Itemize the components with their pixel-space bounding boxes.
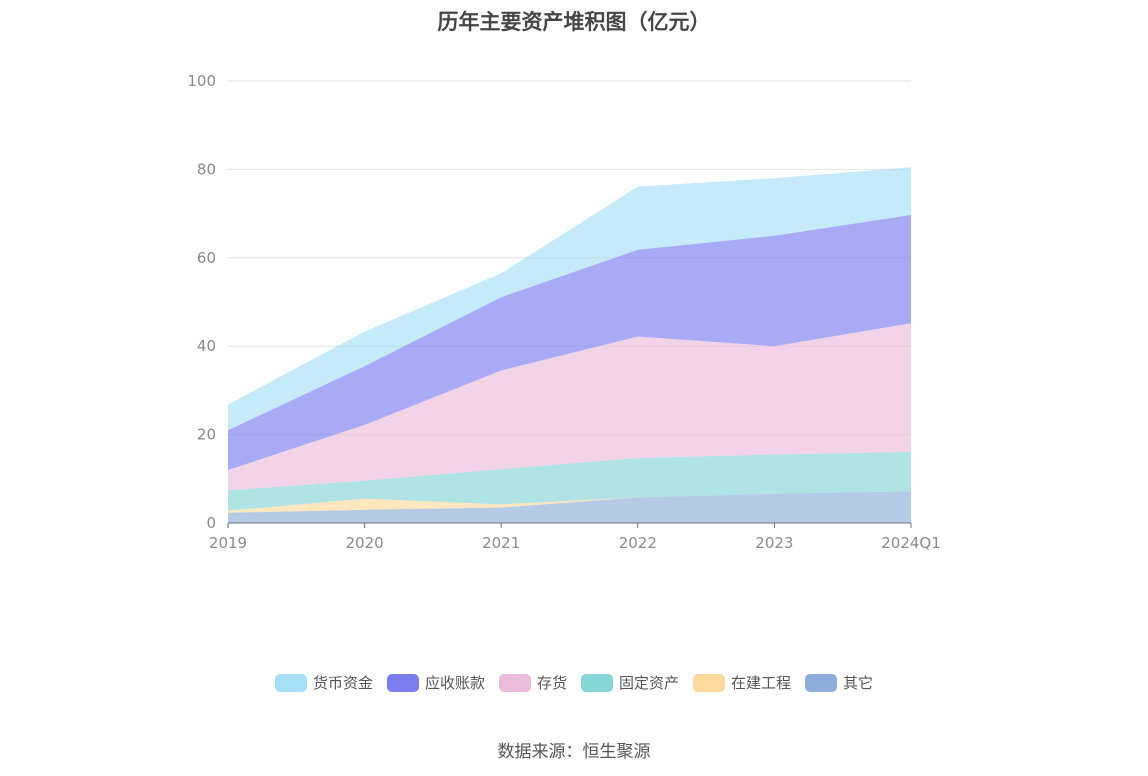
legend-label: 其它 <box>843 674 874 692</box>
area-应收账款 <box>228 214 911 470</box>
legend-item[interactable]: 在建工程 <box>693 672 791 693</box>
area-固定资产 <box>228 451 911 511</box>
legend-swatch <box>805 673 838 692</box>
legend-item[interactable]: 固定资产 <box>581 672 679 693</box>
legend-item[interactable]: 存货 <box>498 672 567 693</box>
area-其它 <box>228 491 911 523</box>
legend-swatch <box>498 673 531 692</box>
legend-label: 固定资产 <box>619 674 680 692</box>
axes: 0 20 40 60 80 100 2019 2020 2021 2022 2023 2024Q1 <box>187 72 940 552</box>
area-存货 <box>228 323 911 491</box>
area-货币资金 <box>228 167 911 431</box>
x-tick-label: 2024Q1 <box>881 534 941 552</box>
chart-title: 历年主要资产堆积图（亿元） <box>437 10 711 34</box>
y-tick-label: 40 <box>197 337 216 355</box>
x-tick-label: 2020 <box>346 534 384 552</box>
legend-label: 应收账款 <box>424 674 485 692</box>
data-source-note: 数据来源：恒生聚源 <box>497 742 651 762</box>
y-tick-label: 0 <box>206 514 216 532</box>
legend-swatch <box>693 673 726 692</box>
area-series <box>228 167 911 523</box>
x-tick-label: 2019 <box>209 534 247 552</box>
stacked-area-chart: 0 20 40 60 80 100 2019 2020 2021 2022 2023 2024Q1 <box>187 72 940 552</box>
legend-swatch <box>386 673 419 692</box>
legend-item[interactable]: 其它 <box>805 672 873 693</box>
legend-label: 存货 <box>536 674 567 692</box>
legend-swatch <box>274 673 307 692</box>
y-tick-label: 60 <box>197 249 216 267</box>
legend-label: 货币资金 <box>312 674 373 692</box>
area-在建工程 <box>228 491 911 513</box>
x-tick-label: 2023 <box>755 534 793 552</box>
legend-item[interactable]: 货币资金 <box>274 672 373 693</box>
legend: 货币资金 应收账款 存货 固定资产 在建工程 其它 <box>0 672 1148 693</box>
x-tick-label: 2021 <box>482 534 520 552</box>
legend-item[interactable]: 应收账款 <box>386 672 485 693</box>
y-tick-label: 80 <box>197 160 216 178</box>
legend-swatch <box>581 673 613 692</box>
legend-label: 在建工程 <box>731 674 792 692</box>
y-tick-label: 100 <box>187 72 216 90</box>
y-tick-label: 20 <box>197 426 216 444</box>
x-tick-label: 2022 <box>619 534 657 552</box>
